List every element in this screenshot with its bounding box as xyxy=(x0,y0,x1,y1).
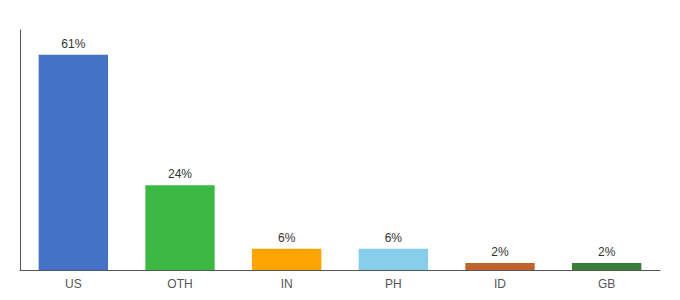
svg-text:US: US xyxy=(65,277,82,291)
svg-text:24%: 24% xyxy=(168,167,192,181)
svg-text:61%: 61% xyxy=(61,37,85,51)
svg-text:GB: GB xyxy=(598,277,615,291)
svg-text:PH: PH xyxy=(385,277,402,291)
svg-text:ID: ID xyxy=(494,277,506,291)
svg-text:2%: 2% xyxy=(491,245,509,259)
svg-text:2%: 2% xyxy=(598,245,616,259)
svg-text:6%: 6% xyxy=(385,231,403,245)
svg-text:OTH: OTH xyxy=(167,277,192,291)
svg-text:IN: IN xyxy=(281,277,293,291)
svg-text:6%: 6% xyxy=(278,231,296,245)
